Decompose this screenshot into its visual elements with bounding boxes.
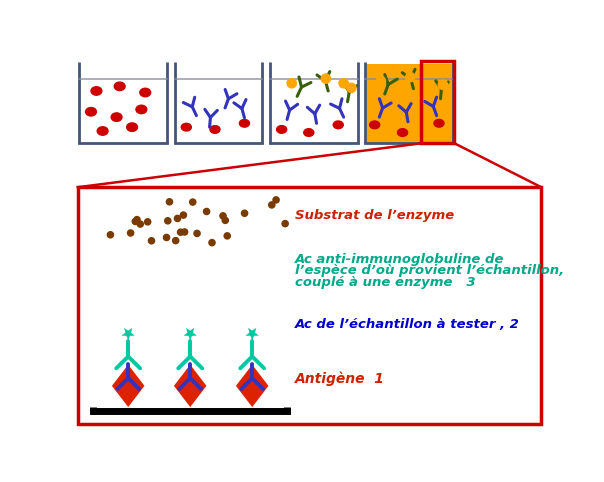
Circle shape: [406, 72, 415, 82]
Ellipse shape: [397, 129, 408, 136]
Ellipse shape: [370, 121, 380, 129]
Circle shape: [222, 217, 228, 224]
Circle shape: [269, 202, 275, 208]
Ellipse shape: [277, 126, 287, 134]
Circle shape: [224, 233, 230, 239]
Circle shape: [273, 197, 279, 203]
Circle shape: [220, 213, 226, 219]
Circle shape: [190, 199, 196, 205]
Polygon shape: [236, 365, 268, 407]
Circle shape: [339, 79, 349, 88]
Ellipse shape: [86, 107, 97, 116]
Ellipse shape: [127, 123, 138, 132]
Ellipse shape: [114, 82, 125, 91]
Circle shape: [282, 221, 288, 227]
Polygon shape: [121, 328, 135, 340]
Circle shape: [108, 232, 114, 238]
Ellipse shape: [181, 123, 191, 131]
Ellipse shape: [140, 88, 150, 97]
Circle shape: [204, 208, 210, 214]
Bar: [175, 64, 262, 143]
Circle shape: [165, 218, 171, 224]
Polygon shape: [112, 365, 144, 407]
Circle shape: [376, 76, 385, 86]
Polygon shape: [246, 328, 259, 340]
Bar: [270, 64, 358, 143]
Ellipse shape: [97, 127, 108, 135]
Circle shape: [347, 83, 356, 93]
Ellipse shape: [210, 126, 220, 134]
Circle shape: [144, 219, 151, 225]
Circle shape: [209, 240, 215, 246]
Text: Ac de l’échantillon à tester , 2: Ac de l’échantillon à tester , 2: [295, 318, 519, 331]
Circle shape: [164, 234, 170, 241]
Circle shape: [180, 212, 187, 218]
Circle shape: [166, 199, 173, 205]
Circle shape: [137, 221, 143, 227]
Text: l’espèce d’où provient l’échantillon,: l’espèce d’où provient l’échantillon,: [295, 264, 564, 277]
Ellipse shape: [91, 87, 102, 95]
Circle shape: [194, 230, 200, 237]
Circle shape: [175, 215, 181, 222]
Circle shape: [438, 80, 448, 89]
Bar: [365, 64, 453, 143]
Ellipse shape: [239, 120, 249, 127]
Circle shape: [173, 238, 179, 244]
Text: Ac anti-immunoglobuline de: Ac anti-immunoglobuline de: [295, 253, 504, 266]
Circle shape: [321, 74, 330, 83]
Circle shape: [149, 238, 155, 244]
Ellipse shape: [333, 121, 343, 129]
Text: couplé à une enzyme   3: couplé à une enzyme 3: [295, 276, 475, 289]
Circle shape: [178, 229, 184, 235]
Circle shape: [132, 218, 138, 225]
Circle shape: [181, 229, 188, 235]
Bar: [79, 64, 167, 143]
Polygon shape: [184, 328, 197, 340]
Ellipse shape: [111, 113, 122, 121]
Ellipse shape: [434, 120, 444, 127]
Text: Antigène  1: Antigène 1: [295, 372, 385, 387]
Bar: [421, 61, 454, 143]
Circle shape: [242, 210, 248, 216]
Circle shape: [287, 79, 297, 88]
Ellipse shape: [136, 105, 147, 114]
Circle shape: [127, 230, 133, 236]
Polygon shape: [174, 365, 207, 407]
Text: Substrat de l’enzyme: Substrat de l’enzyme: [295, 209, 454, 222]
Bar: [78, 187, 541, 424]
Ellipse shape: [304, 129, 314, 136]
Circle shape: [134, 216, 140, 223]
